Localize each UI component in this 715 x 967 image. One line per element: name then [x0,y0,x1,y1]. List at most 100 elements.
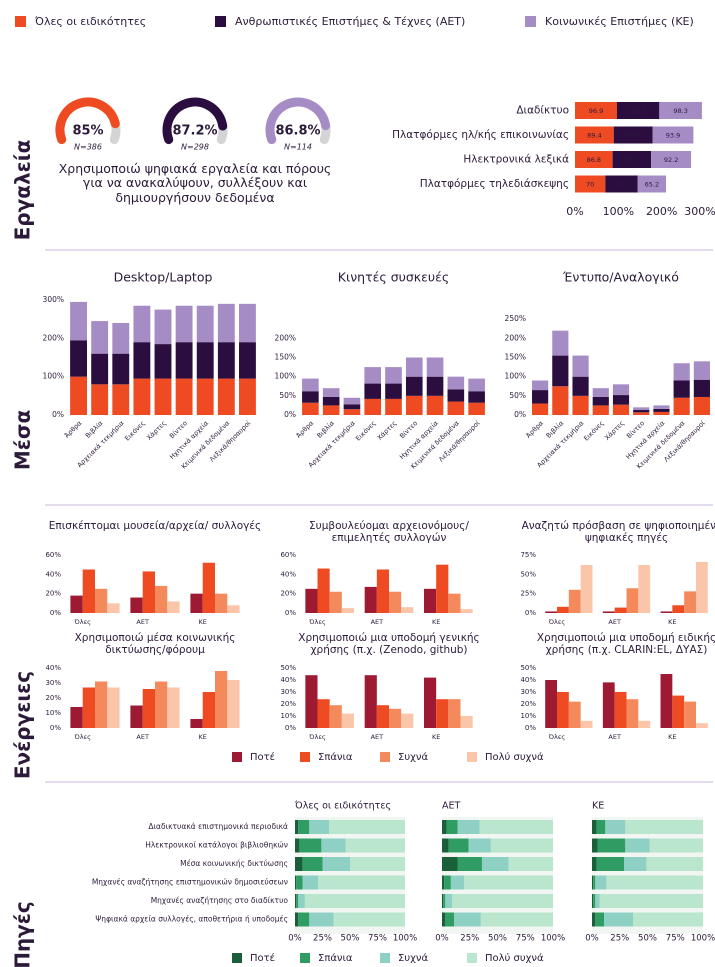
bar [545,611,558,613]
bar-segment [322,405,340,415]
bar [389,591,402,613]
legend-swatch [232,953,242,963]
bar-segment [442,912,446,927]
bar-segment [444,875,451,890]
x-tick-label: Όλες [308,733,326,741]
bar [155,585,168,613]
gauge-label: 87.2% [172,124,217,139]
bar-segment [592,912,596,927]
bar-segment [575,151,613,168]
bar-segment [572,376,589,396]
y-tick-label: 300% [43,295,64,304]
bar-segment [552,386,569,415]
legend-label: Σπάνια [318,751,353,763]
bar-segment [572,395,589,415]
y-tick-label: 150% [505,353,526,362]
bar-segment [442,875,445,890]
x-tick-label: 50% [341,934,360,944]
y-tick-label: 20% [45,694,61,702]
bar [626,588,639,613]
x-tick-label: 0% [288,934,302,944]
bar-segment [154,344,172,379]
bar-segment [442,857,458,871]
bar-segment [112,384,130,415]
bar-segment [464,875,553,890]
bar-segment [479,820,553,834]
bar-segment [595,912,605,927]
bar-segment [612,395,630,405]
y-tick-label: 50% [509,391,526,400]
bar-segment [343,404,361,410]
bar [167,601,180,613]
bar [638,720,651,728]
bar [557,692,569,728]
bar-segment [70,340,87,377]
bar [95,681,108,728]
x-tick-label: ΑΕΤ [136,618,149,626]
bar [364,586,377,613]
bar [614,692,627,728]
bar-segment [468,402,485,415]
legend-swatch [15,16,26,27]
bar-segment [480,912,553,927]
bar-segment [318,875,405,890]
y-tick-label: 10% [45,709,61,717]
bar-segment [217,342,235,379]
bar-segment [592,894,594,908]
bar-segment [217,378,235,415]
x-tick-label: ΚΕ [199,618,207,626]
y-tick-label: 0% [284,410,296,419]
bar [142,571,155,613]
bar [660,611,673,613]
bar-segment [239,342,256,379]
bar-segment [693,396,710,415]
bar-segment [624,857,647,871]
x-tick-label: 100% [603,205,634,218]
bar [305,675,318,728]
legend-label: Συχνά [398,751,428,763]
legend-label: Ανθρωπιστικές Επιστήμες & Τέχνες (ΑΕΤ) [235,15,465,28]
bar-label: 89.4 [587,132,601,140]
bar [660,674,673,728]
bar-segment [612,404,630,415]
y-tick-label: 250% [505,314,526,323]
bar-segment [605,820,626,834]
x-tick-label: ΚΕ [432,618,440,626]
bar-segment [649,838,703,853]
bar-segment [175,342,193,379]
x-tick-label: 50% [638,934,657,944]
bar [227,605,240,613]
category-label: Μηχανές αναζήτησης επιστημονικών δημοσιε… [92,878,288,887]
y-tick-label: 0% [514,410,526,419]
bar-segment [575,126,614,144]
bar-segment [295,912,299,927]
y-tick-label: 75% [520,551,536,559]
bar-segment [405,395,423,415]
bar-segment [426,376,444,396]
bar [130,597,143,613]
bar-label: 98.3 [673,107,687,115]
x-tick-label: 100% [691,934,715,944]
bar-segment [625,838,650,853]
x-tick-label: Άρθρα [295,419,316,440]
x-tick-label: Χάρτες [603,419,626,442]
bar [602,611,615,613]
bar [317,699,330,728]
chart-title: Συμβουλεύομαι αρχειονόμους/ επιμελητές σ… [309,520,469,545]
x-tick-label: Όλες [548,733,566,741]
bar [568,589,581,613]
bar [142,689,155,728]
bar-segment [350,857,405,871]
bar-segment [599,894,703,908]
x-tick-label: 75% [368,934,387,944]
x-tick-label: ΑΕΤ [136,733,149,741]
y-tick-label: 40% [280,676,296,684]
x-tick-label: 100% [541,934,565,944]
bar [202,692,215,728]
bar-segment [532,390,549,404]
bar [424,588,437,613]
bar-segment [646,857,703,871]
bar-segment [653,408,670,412]
